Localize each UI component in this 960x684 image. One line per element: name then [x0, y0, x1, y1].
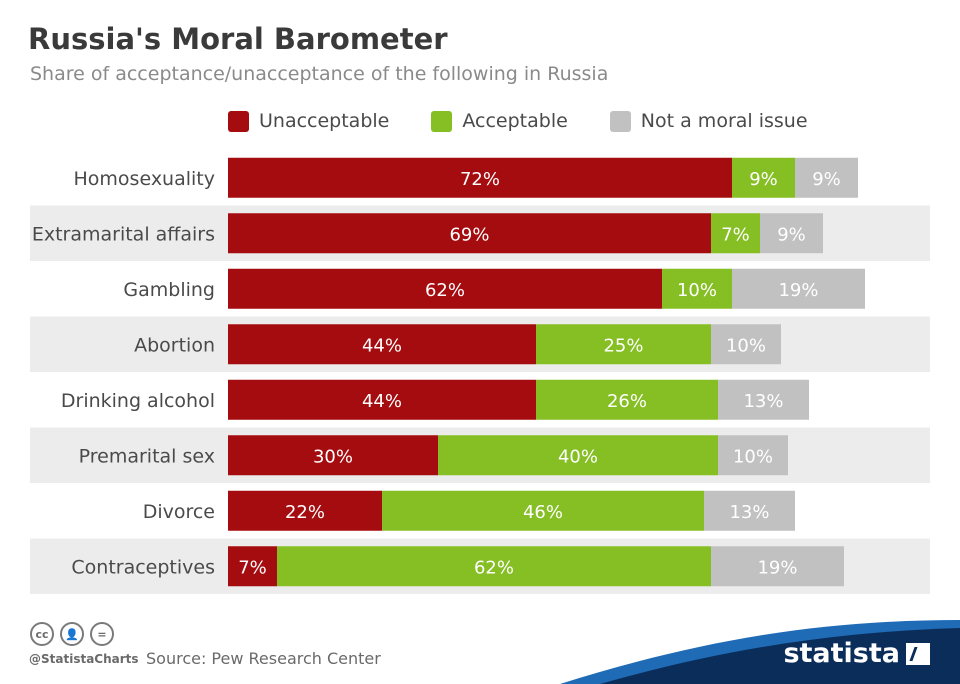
- page-subtitle: Share of acceptance/unacceptance of the …: [30, 63, 609, 85]
- bar-homosexuality-unacceptable: [228, 157, 732, 198]
- bar-extramarital-affairs-acceptable: [711, 213, 760, 254]
- category-label-extramarital-affairs: Extramarital affairs: [32, 223, 215, 245]
- value-label-drinking-alcohol-acceptable: 26%: [607, 391, 647, 412]
- legend-item-not-moral-issue: Not a moral issue: [609, 110, 808, 132]
- bar-gambling-unacceptable: [228, 268, 662, 309]
- bar-premarital-sex-unacceptable: [228, 435, 438, 476]
- bar-premarital-sex-not-a-moral-issue: [718, 435, 788, 476]
- value-label-divorce-acceptable: 46%: [523, 502, 563, 523]
- value-label-premarital-sex-not-a-moral-issue: 10%: [733, 446, 773, 467]
- legend-swatch-unacceptable: [228, 110, 249, 132]
- legend-swatch-not-moral-issue: [609, 110, 631, 132]
- category-label-gambling: Gambling: [123, 279, 215, 301]
- value-label-contraceptives-unacceptable: 7%: [238, 557, 267, 578]
- category-label-drinking-alcohol: Drinking alcohol: [61, 390, 215, 412]
- bar-extramarital-affairs-unacceptable: [228, 213, 711, 254]
- legend-label-not-moral-issue: Not a moral issue: [640, 110, 808, 132]
- bar-homosexuality-not-a-moral-issue: [795, 157, 858, 198]
- value-label-divorce-not-a-moral-issue: 13%: [729, 502, 769, 523]
- value-label-drinking-alcohol-not-a-moral-issue: 13%: [743, 391, 783, 412]
- value-label-homosexuality-acceptable: 9%: [749, 169, 778, 190]
- stacked-bar-chart: Homosexuality 72% 9% 9% Extramarital affairs…: [30, 157, 930, 594]
- value-label-abortion-unacceptable: 44%: [362, 335, 402, 356]
- legend-item-acceptable: Acceptable: [431, 110, 568, 132]
- attribution-icon: 👤: [60, 622, 84, 646]
- bar-extramarital-affairs-not-a-moral-issue: [760, 213, 823, 254]
- bar-drinking-alcohol-unacceptable: [228, 379, 536, 420]
- bar-gambling-not-a-moral-issue: [732, 268, 865, 309]
- value-label-homosexuality-not-a-moral-issue: 9%: [812, 169, 841, 190]
- value-label-homosexuality-unacceptable: 72%: [460, 169, 500, 190]
- license-icons: cc 👤 =: [30, 622, 120, 646]
- value-label-divorce-unacceptable: 22%: [285, 502, 325, 523]
- twitter-handle: @StatistaCharts: [29, 652, 139, 666]
- bar-gambling-acceptable: [662, 268, 732, 309]
- creative-commons-icon: cc: [30, 622, 54, 646]
- category-label-contraceptives: Contraceptives: [71, 556, 215, 578]
- legend-label-unacceptable: Unacceptable: [259, 110, 390, 132]
- bar-premarital-sex-acceptable: [438, 435, 718, 476]
- bar-divorce-not-a-moral-issue: [704, 490, 795, 531]
- value-label-gambling-not-a-moral-issue: 19%: [778, 280, 818, 301]
- bar-abortion-unacceptable: [228, 324, 536, 365]
- value-label-extramarital-affairs-not-a-moral-issue: 9%: [777, 224, 806, 245]
- bar-drinking-alcohol-acceptable: [536, 379, 718, 420]
- value-label-contraceptives-acceptable: 62%: [474, 557, 514, 578]
- legend-label-acceptable: Acceptable: [462, 110, 568, 132]
- value-label-abortion-not-a-moral-issue: 10%: [726, 335, 766, 356]
- category-label-abortion: Abortion: [134, 334, 215, 356]
- category-label-divorce: Divorce: [143, 501, 215, 523]
- bar-divorce-unacceptable: [228, 490, 382, 531]
- brand-name: statista: [783, 638, 900, 669]
- category-label-homosexuality: Homosexuality: [74, 168, 215, 190]
- value-label-gambling-unacceptable: 62%: [425, 280, 465, 301]
- statista-mark-icon: [906, 642, 930, 665]
- legend-swatch-acceptable: [431, 110, 453, 132]
- source-note: Source: Pew Research Center: [146, 649, 381, 668]
- legend-item-unacceptable: Unacceptable: [228, 110, 389, 132]
- bar-drinking-alcohol-not-a-moral-issue: [718, 379, 809, 420]
- bar-contraceptives-acceptable: [277, 546, 711, 587]
- bar-homosexuality-acceptable: [732, 157, 795, 198]
- bar-abortion-acceptable: [536, 324, 711, 365]
- statista-logo[interactable]: statista: [783, 638, 930, 669]
- value-label-contraceptives-not-a-moral-issue: 19%: [757, 557, 797, 578]
- value-label-extramarital-affairs-unacceptable: 69%: [449, 224, 489, 245]
- no-derivatives-icon: =: [90, 622, 114, 646]
- value-label-abortion-acceptable: 25%: [603, 335, 643, 356]
- value-label-premarital-sex-unacceptable: 30%: [313, 446, 353, 467]
- bar-divorce-acceptable: [382, 490, 704, 531]
- bar-contraceptives-not-a-moral-issue: [711, 546, 844, 587]
- value-label-gambling-acceptable: 10%: [677, 280, 717, 301]
- page-title: Russia's Moral Barometer: [28, 22, 448, 56]
- bar-abortion-not-a-moral-issue: [711, 324, 781, 365]
- value-label-premarital-sex-acceptable: 40%: [558, 446, 598, 467]
- bar-contraceptives-unacceptable: [228, 546, 277, 587]
- category-label-premarital-sex: Premarital sex: [79, 445, 215, 467]
- value-label-drinking-alcohol-unacceptable: 44%: [362, 391, 402, 412]
- chart-legend: Unacceptable Acceptable Not a moral issu…: [228, 110, 850, 132]
- value-label-extramarital-affairs-acceptable: 7%: [721, 224, 750, 245]
